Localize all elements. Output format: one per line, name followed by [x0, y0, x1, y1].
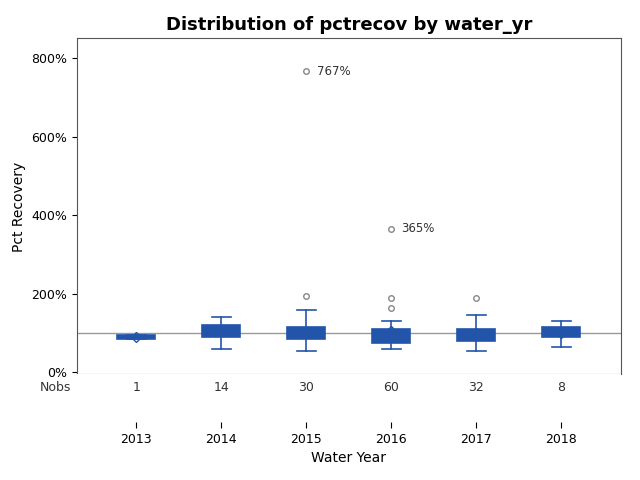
PathPatch shape: [117, 335, 156, 339]
Text: 8: 8: [557, 381, 565, 395]
PathPatch shape: [542, 327, 580, 337]
Text: Nobs: Nobs: [40, 381, 72, 395]
Text: 60: 60: [383, 381, 399, 395]
Text: 32: 32: [468, 381, 484, 395]
Text: 365%: 365%: [401, 223, 435, 236]
PathPatch shape: [372, 329, 410, 343]
PathPatch shape: [202, 325, 241, 337]
PathPatch shape: [287, 327, 325, 339]
Text: 1: 1: [132, 381, 140, 395]
X-axis label: Water Year: Water Year: [311, 451, 387, 466]
PathPatch shape: [457, 329, 495, 341]
Text: 30: 30: [298, 381, 314, 395]
Text: 767%: 767%: [317, 64, 350, 77]
Text: 14: 14: [213, 381, 229, 395]
Y-axis label: Pct Recovery: Pct Recovery: [12, 161, 26, 252]
Title: Distribution of pctrecov by water_yr: Distribution of pctrecov by water_yr: [166, 16, 532, 34]
